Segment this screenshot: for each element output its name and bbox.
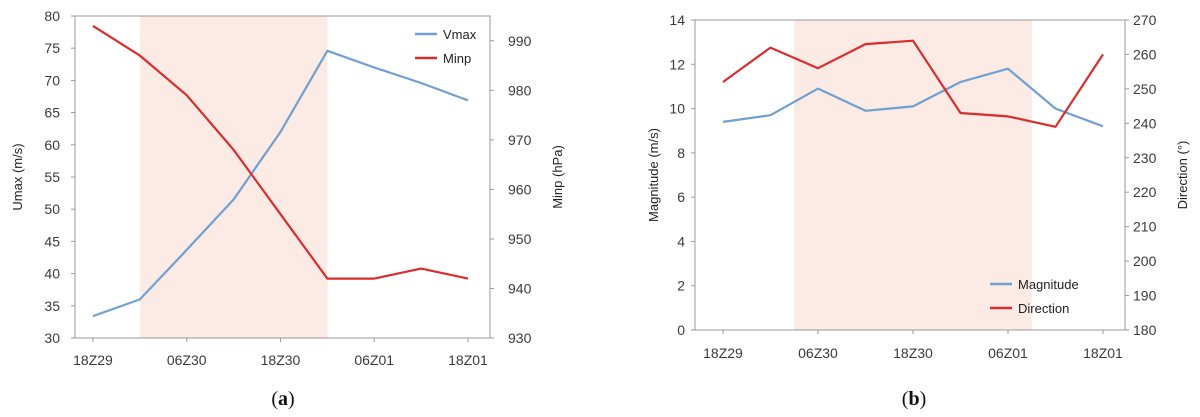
y-tick-label: 2 bbox=[677, 278, 685, 294]
y-tick-label: 4 bbox=[677, 233, 685, 249]
x-tick-label: 18Z01 bbox=[448, 352, 488, 368]
x-tick-label: 18Z30 bbox=[261, 352, 301, 368]
y-tick-label: 12 bbox=[669, 56, 685, 72]
series-line-vmax bbox=[92, 49, 469, 318]
y-axis-title: Magnitude (m/s) bbox=[646, 128, 661, 222]
y-tick-label: 80 bbox=[44, 8, 60, 24]
y-tick-label: 65 bbox=[44, 105, 60, 121]
y2-tick-label: 980 bbox=[508, 82, 532, 98]
panel-b-chart: 0 2 4 6 8 10 12 14 180 190 200 210 220 230 240 250 260 27… bbox=[646, 12, 1190, 410]
x-tick-label: 06Z30 bbox=[798, 345, 838, 361]
x-tick-label: 18Z01 bbox=[1083, 345, 1123, 361]
legend-label-minp: Minp bbox=[443, 51, 471, 66]
y-tick-label: 6 bbox=[677, 189, 685, 205]
x-tick-label: 06Z01 bbox=[354, 352, 394, 368]
y-tick-label: 14 bbox=[669, 12, 685, 28]
panel-label-close: ) bbox=[920, 388, 927, 410]
y2-tick-label: 990 bbox=[508, 33, 532, 49]
x-tick-label: 06Z01 bbox=[988, 345, 1028, 361]
y2-tick-label: 270 bbox=[1133, 12, 1157, 28]
y-tick-label: 70 bbox=[44, 72, 60, 88]
plot-frame bbox=[694, 19, 1126, 331]
y2-tick-label: 950 bbox=[508, 231, 532, 247]
panel-label-open: ( bbox=[271, 388, 278, 410]
legend-label-magnitude: Magnitude bbox=[1018, 277, 1079, 292]
panel-label: (b) bbox=[902, 388, 926, 410]
y-tick-label: 0 bbox=[677, 322, 685, 338]
y2-tick-label: 210 bbox=[1133, 219, 1157, 235]
panel-label-letter: a bbox=[278, 388, 288, 410]
y2-axis-title: Direction (°) bbox=[1175, 141, 1190, 210]
legend-label-direction: Direction bbox=[1018, 301, 1069, 316]
x-tick-label: 18Z29 bbox=[703, 345, 743, 361]
y-tick-label: 8 bbox=[677, 145, 685, 161]
y-tick-label: 35 bbox=[44, 298, 60, 314]
shaded-period bbox=[794, 20, 1032, 330]
y2-tick-label: 250 bbox=[1133, 81, 1157, 97]
y2-tick-label: 960 bbox=[508, 181, 532, 197]
y-tick-label: 30 bbox=[44, 330, 60, 346]
panel-a-chart: 30 35 40 45 50 55 60 65 70 75 80 930 940 950 960 970 980… bbox=[10, 8, 565, 410]
series-line-minp bbox=[92, 24, 469, 280]
y-tick-label: 55 bbox=[44, 169, 60, 185]
y-tick-label: 50 bbox=[44, 201, 60, 217]
y2-tick-label: 200 bbox=[1133, 253, 1157, 269]
y2-tick-label: 190 bbox=[1133, 288, 1157, 304]
y2-axis-title: Minp (hPa) bbox=[550, 145, 565, 209]
panel-label-close: ) bbox=[288, 388, 295, 410]
y2-tick-label: 970 bbox=[508, 132, 532, 148]
y2-tick-label: 230 bbox=[1133, 150, 1157, 166]
panel-label-open: ( bbox=[902, 388, 909, 410]
series-line-magnitude bbox=[722, 67, 1104, 128]
y2-tick-label: 940 bbox=[508, 280, 532, 296]
x-tick-label: 18Z29 bbox=[73, 352, 113, 368]
legend-label-vmax: Vmax bbox=[443, 27, 477, 42]
y-tick-label: 60 bbox=[44, 137, 60, 153]
y-tick-label: 75 bbox=[44, 40, 60, 56]
panel-label: (a) bbox=[271, 388, 294, 410]
y2-tick-label: 240 bbox=[1133, 115, 1157, 131]
panel-label-letter: b bbox=[908, 388, 919, 410]
series-line-direction bbox=[722, 39, 1104, 128]
y2-tick-label: 220 bbox=[1133, 184, 1157, 200]
x-tick-label: 06Z30 bbox=[167, 352, 207, 368]
y-axis-title: Umax (m/s) bbox=[10, 143, 25, 210]
y2-tick-label: 930 bbox=[508, 330, 532, 346]
shaded-period bbox=[139, 16, 328, 338]
y-tick-label: 10 bbox=[669, 101, 685, 117]
x-tick-label: 18Z30 bbox=[893, 345, 933, 361]
y2-tick-label: 180 bbox=[1133, 322, 1157, 338]
y2-tick-label: 260 bbox=[1133, 46, 1157, 62]
y-tick-label: 40 bbox=[44, 266, 60, 282]
y-tick-label: 45 bbox=[44, 233, 60, 249]
